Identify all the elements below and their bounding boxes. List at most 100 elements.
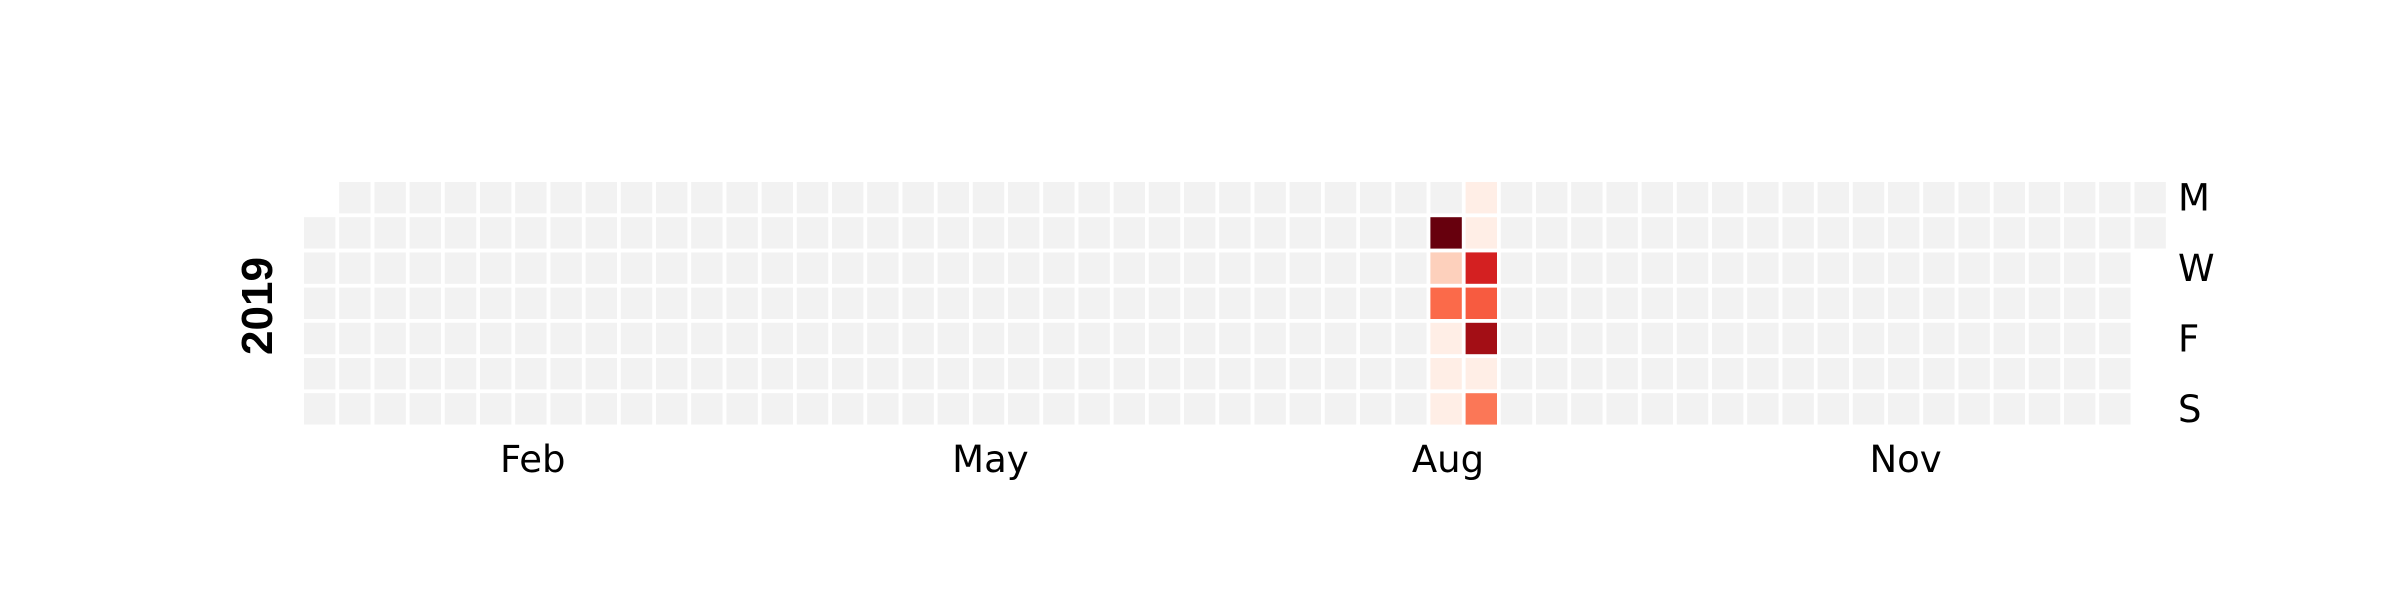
heatmap-cell: [2028, 358, 2061, 390]
heatmap-cell: [585, 358, 617, 390]
heatmap-cell: [585, 287, 617, 319]
heatmap-cell: [2064, 322, 2096, 355]
heatmap-cell: [550, 252, 582, 284]
heatmap-cell: [1571, 287, 1603, 319]
heatmap-cell: [1184, 182, 1216, 214]
heatmap-cell: [902, 287, 934, 319]
heatmap-cell: [1606, 393, 1638, 425]
heatmap-cell: [937, 393, 969, 425]
heatmap-cell: [1712, 252, 1744, 284]
heatmap-cell: [480, 358, 512, 390]
heatmap-cell: [480, 393, 512, 425]
heatmap-cell: [1782, 393, 1814, 425]
heatmap-cell: [1324, 182, 1357, 214]
heatmap-cell: [867, 287, 899, 319]
heatmap-cell: [1184, 217, 1216, 249]
heatmap-cell: [1043, 393, 1075, 425]
heatmap-cell: [1289, 322, 1321, 355]
heatmap-cell: [867, 182, 899, 214]
heatmap-cell: [1782, 252, 1814, 284]
heatmap-cell: [1219, 252, 1251, 284]
heatmap-cell: [1289, 252, 1321, 284]
heatmap-cell: [1008, 217, 1040, 249]
heatmap-cell: [444, 393, 477, 425]
heatmap-cell: [1958, 393, 1990, 425]
heatmap-cell: [409, 358, 441, 390]
heatmap-cell: [1571, 182, 1603, 214]
heatmap-cell: [1043, 358, 1075, 390]
heatmap-cell-active: [1430, 393, 1462, 425]
heatmap-cell: [1606, 217, 1638, 249]
heatmap-cell: [1923, 217, 1955, 249]
heatmap-cell: [937, 322, 969, 355]
heatmap-cell: [1536, 252, 1568, 284]
heatmap-cell: [1148, 287, 1181, 319]
heatmap-cell: [937, 358, 969, 390]
heatmap-cell: [1289, 287, 1321, 319]
heatmap-cell: [1008, 322, 1040, 355]
heatmap-cell: [409, 287, 441, 319]
heatmap-cell: [1254, 393, 1286, 425]
heatmap-cell: [2028, 322, 2061, 355]
heatmap-cell: [1536, 322, 1568, 355]
heatmap-cell: [1148, 217, 1181, 249]
heatmap-cell: [620, 252, 653, 284]
heatmap-cell: [1747, 217, 1779, 249]
heatmap-cell: [409, 322, 441, 355]
heatmap-cell: [1324, 358, 1357, 390]
heatmap-cell: [1289, 217, 1321, 249]
heatmap-cell: [1641, 217, 1673, 249]
heatmap-cell: [1113, 287, 1145, 319]
heatmap-cell: [1888, 322, 1920, 355]
heatmap-cell: [1324, 322, 1357, 355]
heatmap-cell: [1852, 217, 1885, 249]
heatmap-cell: [2028, 393, 2061, 425]
heatmap-cell: [1395, 252, 1427, 284]
heatmap-cell: [1254, 217, 1286, 249]
heatmap-cell: [1923, 252, 1955, 284]
heatmap-cell: [832, 358, 864, 390]
heatmap-cell: [304, 393, 336, 425]
heatmap-cell: [832, 252, 864, 284]
heatmap-cell: [1360, 287, 1392, 319]
heatmap-cell: [1852, 287, 1885, 319]
heatmap-cell: [761, 358, 793, 390]
heatmap-cell: [585, 252, 617, 284]
heatmap-cell: [832, 393, 864, 425]
heatmap-cell: [1219, 287, 1251, 319]
heatmap-cell: [515, 393, 547, 425]
heatmap-cell: [832, 287, 864, 319]
heatmap-cell: [1958, 322, 1990, 355]
heatmap-cell-active: [1465, 287, 1497, 319]
heatmap-cell: [1536, 182, 1568, 214]
heatmap-cell: [2028, 252, 2061, 284]
heatmap-cell: [1712, 182, 1744, 214]
heatmap-cell: [550, 217, 582, 249]
heatmap-cell: [1113, 393, 1145, 425]
heatmap-cell: [1747, 358, 1779, 390]
heatmap-cell: [1184, 322, 1216, 355]
heatmap-cell: [1817, 358, 1849, 390]
heatmap-cell: [1113, 358, 1145, 390]
heatmap-cell: [726, 358, 758, 390]
heatmap-cell-active: [1430, 217, 1462, 249]
heatmap-cell: [304, 322, 336, 355]
heatmap-cell: [1923, 287, 1955, 319]
heatmap-cell: [1078, 393, 1110, 425]
heatmap-cell: [1184, 287, 1216, 319]
heatmap-cell: [1747, 182, 1779, 214]
heatmap-cell: [1254, 322, 1286, 355]
heatmap-cell: [409, 252, 441, 284]
heatmap-cell: [1536, 393, 1568, 425]
heatmap-cell: [1993, 252, 2025, 284]
heatmap-cell: [1148, 252, 1181, 284]
heatmap-cell: [1008, 182, 1040, 214]
heatmap-cell: [1184, 393, 1216, 425]
heatmap-cell: [761, 182, 793, 214]
heatmap-cell: [726, 217, 758, 249]
heatmap-cell: [761, 217, 793, 249]
heatmap-cell: [656, 217, 688, 249]
heatmap-cell: [1148, 393, 1181, 425]
heatmap-cell: [409, 217, 441, 249]
heatmap-cell: [832, 182, 864, 214]
